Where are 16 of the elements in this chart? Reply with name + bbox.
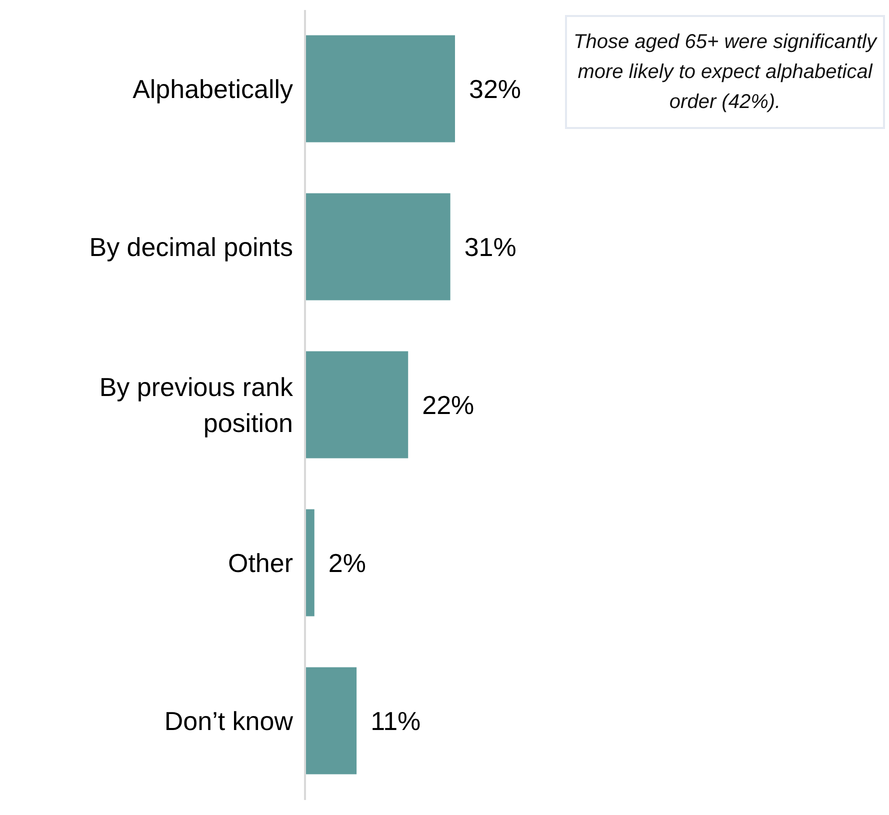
text: Those aged 65+ were significantly more likely to expect alphabetical order (42%). bbox=[565, 15, 885, 129]
bar bbox=[305, 351, 408, 458]
bar bbox=[305, 35, 455, 142]
data-label: 2% bbox=[328, 548, 366, 578]
bar bbox=[305, 193, 450, 300]
bar bbox=[305, 667, 357, 774]
data-label: 31% bbox=[464, 232, 516, 262]
data-label: 32% bbox=[469, 74, 522, 104]
y-tick-label: Alphabetically bbox=[132, 74, 293, 104]
y-tick-label: By previous rank position bbox=[99, 372, 294, 438]
y-tick-label: Don’t know bbox=[164, 706, 294, 736]
y-tick-label: Other bbox=[228, 548, 294, 578]
y-tick-label: By decimal points bbox=[89, 232, 293, 262]
data-label: 22% bbox=[422, 390, 474, 420]
bar bbox=[305, 509, 314, 616]
data-label: 11% bbox=[370, 706, 421, 736]
